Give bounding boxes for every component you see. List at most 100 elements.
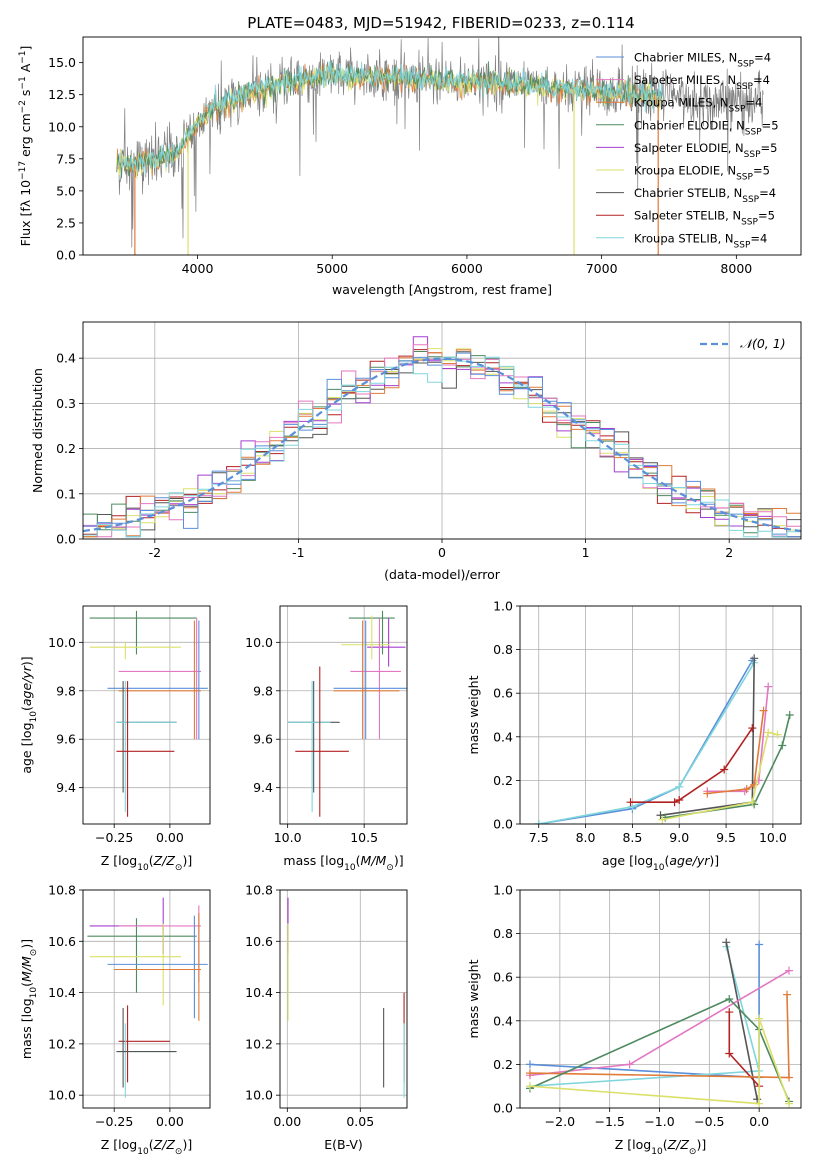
x-tick-label: 7000 xyxy=(586,261,618,276)
label-part: =4 xyxy=(759,186,776,200)
label-part: )] xyxy=(182,1137,192,1152)
label-part: M/M xyxy=(361,853,387,868)
axes-mass_vs_Z: −0.25 0.00 10.0 10.2 10.4 10.6 10.8 xyxy=(48,883,210,1129)
y-tick-label: 9.8 xyxy=(56,683,76,698)
x-tick-label: −2.0 xyxy=(545,1114,575,1129)
x-tick-label: 0.00 xyxy=(156,830,184,845)
y-tick-label: 0.0 xyxy=(56,532,76,547)
label-part: Chabrier STELIB, N xyxy=(634,186,742,200)
y-tick-label: 0.0 xyxy=(56,248,76,263)
weight-marker-salpeter_miles xyxy=(785,966,794,975)
x-tick-label: 2 xyxy=(725,545,733,560)
label-part: A xyxy=(18,63,33,76)
x-tick-label: 9.0 xyxy=(669,830,689,845)
legend-label: 𝒩(0, 1) xyxy=(740,336,786,351)
y-tick-label: 10.0 xyxy=(245,635,273,650)
label-part: Kroupa STELIB, N xyxy=(634,231,734,245)
y-tick-label: 10.8 xyxy=(48,883,76,898)
weight-line-kroupa_miles xyxy=(707,710,765,795)
y-tick-label: 0.2 xyxy=(56,441,76,456)
x-tick-label: −0.25 xyxy=(95,1114,133,1129)
y-axis-label: Flux [fλ 10−17 erg cm−2 s−1 A−1] xyxy=(18,46,33,247)
x-tick-label: −1.0 xyxy=(644,1114,674,1129)
x-tick-label: 6000 xyxy=(451,261,483,276)
weight-line-kroupa_stelib xyxy=(529,946,761,1087)
y-tick-label: 10.0 xyxy=(48,119,76,134)
label-part: =4 xyxy=(754,51,771,65)
axes-frame xyxy=(519,605,802,825)
weight-line-kroupa_elodie xyxy=(529,1018,790,1105)
label-part: Z [log xyxy=(101,853,137,868)
label-part: =4 xyxy=(753,73,770,87)
weight-marker-chabrier_elodie xyxy=(778,741,787,750)
y-tick-label: 9.4 xyxy=(253,780,273,795)
x-tick-label: 0.00 xyxy=(156,1114,184,1129)
label-part: −2 xyxy=(18,100,28,113)
label-part: ⊙ xyxy=(175,863,183,873)
axes-mass_vs_ebv: 0.00 0.05 10.0 10.2 10.4 10.6 10.8 xyxy=(245,883,407,1129)
label-part: Salpeter MILES, N xyxy=(634,73,736,87)
label-part: 10 xyxy=(137,1147,149,1157)
label-part: −1 xyxy=(18,76,28,89)
plot-area-age_vs_mass xyxy=(287,610,407,817)
y-tick-label: 0.2 xyxy=(493,773,513,788)
axes-residuals: -2 -1 0 1 2 0.0 0.1 0.2 0.3 0.4 xyxy=(56,322,801,560)
y-tick-label: 0.3 xyxy=(56,396,76,411)
weight-marker-chabrier_miles xyxy=(525,1060,534,1069)
label-part: erg cm xyxy=(18,113,33,161)
label-part: Chabrier MILES, N xyxy=(634,51,737,65)
y-axis-label: Normed distribution xyxy=(30,368,45,493)
label-part: −17 xyxy=(18,161,28,180)
y-tick-label: 10.2 xyxy=(48,1036,76,1051)
label-part: Z/Z xyxy=(153,853,176,868)
label-part: 10 xyxy=(29,711,39,723)
weight-marker-salpeter_stelib xyxy=(748,724,757,733)
legend-label: Kroupa STELIB, NSSP=4 xyxy=(634,231,767,250)
x-tick-label: 10.5 xyxy=(350,830,378,845)
axes-age_vs_mass: 10.0 10.5 9.4 9.6 9.8 10.0 xyxy=(245,606,407,845)
y-tick-label: 10.0 xyxy=(48,635,76,650)
legend-label: Chabrier ELODIE, NSSP=5 xyxy=(634,118,779,137)
label-part: −1 xyxy=(18,50,28,63)
y-tick-label: 0.2 xyxy=(493,1057,513,1072)
plot-area-weight_vs_age xyxy=(534,654,794,824)
weight-marker-kroupa_miles xyxy=(742,785,751,794)
y-tick-label: 0.1 xyxy=(56,486,76,501)
legend-label: Chabrier STELIB, NSSP=4 xyxy=(634,186,776,205)
legend-label: Chabrier MILES, NSSP=4 xyxy=(634,51,771,70)
weight-marker-kroupa_miles xyxy=(785,1073,794,1082)
y-tick-label: 0.4 xyxy=(493,1013,513,1028)
x-tick-label: 8000 xyxy=(720,261,752,276)
x-tick-label: 8.5 xyxy=(622,830,642,845)
x-axis-label: mass [log10(M/M⊙)] xyxy=(283,853,403,873)
y-tick-label: 10.4 xyxy=(48,985,76,1000)
x-tick-label: -1 xyxy=(292,545,304,560)
x-tick-label: -2 xyxy=(149,545,161,560)
label-part: =5 xyxy=(758,209,775,223)
label-part: Flux [f xyxy=(18,207,33,247)
observed-spectrum xyxy=(116,37,764,248)
y-tick-label: 0.4 xyxy=(493,729,513,744)
label-part: )] xyxy=(19,656,34,666)
label-part: age/yr xyxy=(669,853,710,868)
label-part: )] xyxy=(182,853,192,868)
weight-marker-kroupa_elodie xyxy=(764,728,773,737)
label-part: 10 xyxy=(653,863,665,873)
label-part: ⊙ xyxy=(386,863,394,873)
axes-spectrum: 4000 5000 6000 7000 8000 0.0 2.5 5.0 7.5 10.0 12.5… xyxy=(48,37,764,276)
label-part: SSP xyxy=(737,60,754,70)
x-axis-label: wavelength [Angstrom, rest frame] xyxy=(332,282,552,297)
histogram-kroupa_stelib xyxy=(83,356,801,538)
weight-line-chabrier_stelib xyxy=(725,942,758,1100)
x-tick-label: 8.0 xyxy=(576,830,596,845)
label-part: SSP xyxy=(734,240,751,250)
label-part: Z [log xyxy=(615,1137,651,1152)
label-part: )] xyxy=(709,853,719,868)
legend-label: Kroupa ELODIE, NSSP=5 xyxy=(634,164,770,183)
y-tick-label: 10.8 xyxy=(245,883,273,898)
label-part: 10 xyxy=(344,863,356,873)
plot-area-mass_vs_Z xyxy=(87,897,208,1098)
weight-marker-kroupa_miles xyxy=(759,706,768,715)
label-part: ( xyxy=(663,1137,668,1152)
figure-title: PLATE=0483, MJD=51942, FIBERID=0233, z=0… xyxy=(247,14,634,32)
